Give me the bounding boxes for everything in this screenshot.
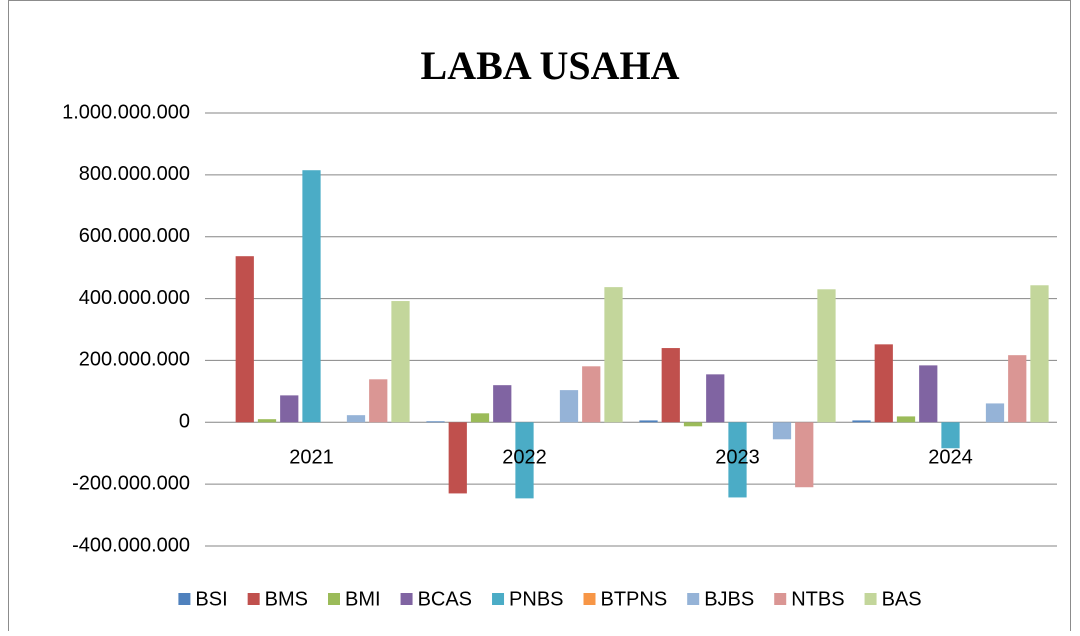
bar — [941, 422, 959, 448]
bar — [391, 301, 409, 422]
bar — [1030, 285, 1048, 422]
bar — [280, 395, 298, 422]
legend-swatch — [328, 593, 340, 605]
bar — [604, 287, 622, 422]
bar — [639, 420, 657, 422]
bar — [471, 413, 489, 422]
bar — [875, 344, 893, 422]
bar — [986, 403, 1004, 422]
bar — [236, 256, 254, 422]
y-tick-label: 0 — [179, 411, 190, 433]
legend-label: PNBS — [509, 588, 563, 610]
bar — [662, 348, 680, 422]
y-tick-label: -200.000.000 — [72, 472, 190, 494]
y-tick-label: -400.000.000 — [72, 534, 190, 556]
legend-label: BSI — [195, 588, 227, 610]
legend-label: BJBS — [704, 588, 754, 610]
x-tick-label: 2024 — [928, 447, 973, 469]
bar — [258, 419, 276, 422]
bar — [852, 420, 870, 422]
legend-label: BAS — [882, 588, 922, 610]
legend-swatch — [584, 593, 596, 605]
legend-label: BMI — [345, 588, 381, 610]
bar — [449, 422, 467, 493]
chart-title: LABA USAHA — [421, 43, 680, 88]
bar — [369, 379, 387, 422]
bar — [919, 365, 937, 422]
bar — [302, 170, 320, 422]
x-tick-label: 2022 — [502, 447, 547, 469]
legend-swatch — [401, 593, 413, 605]
y-tick-label: 800.000.000 — [79, 163, 190, 185]
bar — [493, 385, 511, 422]
legend-swatch — [865, 593, 877, 605]
bar — [1008, 355, 1026, 422]
legend-label: BTPNS — [601, 588, 668, 610]
y-tick-label: 400.000.000 — [79, 287, 190, 309]
legend-swatch — [774, 593, 786, 605]
bar — [897, 416, 915, 422]
legend-label: BMS — [265, 588, 308, 610]
legend-swatch — [492, 593, 504, 605]
bar — [347, 415, 365, 422]
x-tick-label: 2023 — [715, 447, 760, 469]
bar — [706, 374, 724, 422]
y-tick-label: 600.000.000 — [79, 225, 190, 247]
legend-swatch — [178, 593, 190, 605]
y-tick-label: 200.000.000 — [79, 349, 190, 371]
legend-label: NTBS — [791, 588, 844, 610]
bar — [582, 366, 600, 422]
legend-label: BCAS — [418, 588, 472, 610]
bar — [560, 390, 578, 422]
legend-swatch — [687, 593, 699, 605]
bar — [684, 422, 702, 426]
bar — [426, 421, 444, 422]
bar — [795, 422, 813, 487]
legend-swatch — [248, 593, 260, 605]
bar — [773, 422, 791, 439]
x-tick-label: 2021 — [289, 447, 334, 469]
bar — [817, 289, 835, 422]
y-tick-label: 1.000.000.000 — [62, 101, 190, 123]
